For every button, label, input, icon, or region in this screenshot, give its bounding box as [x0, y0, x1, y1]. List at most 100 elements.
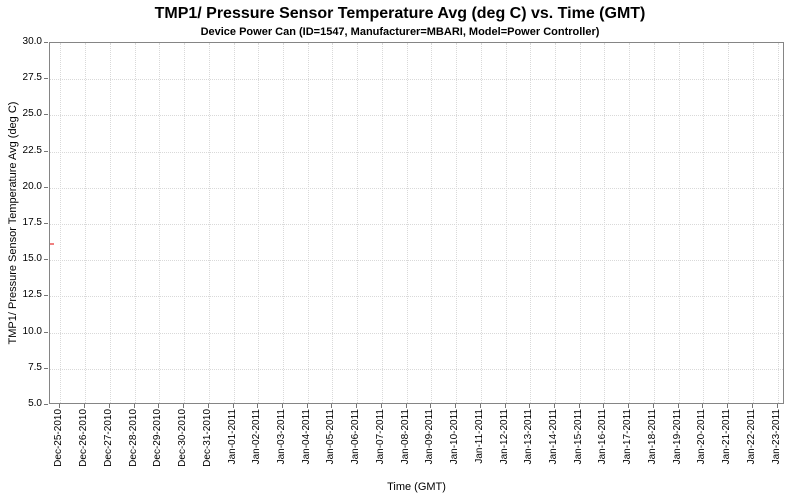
x-tick-mark — [752, 404, 753, 408]
x-tick-mark — [331, 404, 332, 408]
y-gridline — [50, 79, 783, 80]
chart-subtitle: Device Power Can (ID=1547, Manufacturer=… — [200, 26, 600, 38]
x-gridline — [159, 43, 160, 403]
plot-area — [49, 42, 784, 404]
x-tick-mark — [233, 404, 234, 408]
x-tick-mark — [505, 404, 506, 408]
x-tick-label: Jan-21-2011 — [721, 409, 732, 465]
x-tick-label: Jan-05-2011 — [325, 409, 336, 465]
x-gridline — [258, 43, 259, 403]
x-tick-label: Jan-12-2011 — [499, 409, 510, 465]
x-tick-mark — [183, 404, 184, 408]
y-tick-mark — [44, 223, 48, 224]
y-tick-mark — [44, 368, 48, 369]
x-tick-mark — [59, 404, 60, 408]
y-tick-mark — [44, 404, 48, 405]
y-tick-mark — [44, 332, 48, 333]
x-tick-label: Jan-08-2011 — [400, 409, 411, 465]
x-tick-label: Dec-30-2010 — [177, 409, 188, 467]
x-gridline — [283, 43, 284, 403]
x-gridline — [753, 43, 754, 403]
y-tick-label: 22.5 — [22, 145, 42, 156]
x-gridline — [135, 43, 136, 403]
x-tick-label: Dec-27-2010 — [103, 409, 114, 467]
x-gridline — [530, 43, 531, 403]
x-tick-label: Jan-04-2011 — [301, 409, 312, 465]
x-tick-label: Dec-25-2010 — [53, 409, 64, 467]
x-tick-mark — [702, 404, 703, 408]
x-tick-label: Jan-10-2011 — [449, 409, 460, 465]
x-gridline — [308, 43, 309, 403]
x-tick-mark — [406, 404, 407, 408]
x-gridline — [481, 43, 482, 403]
x-gridline — [629, 43, 630, 403]
x-gridline — [60, 43, 61, 403]
x-tick-mark — [158, 404, 159, 408]
y-gridline — [50, 152, 783, 153]
y-tick-mark — [44, 151, 48, 152]
x-tick-label: Jan-09-2011 — [424, 409, 435, 465]
x-tick-label: Jan-16-2011 — [597, 409, 608, 465]
y-tick-mark — [44, 78, 48, 79]
y-tick-mark — [44, 295, 48, 296]
x-tick-label: Jan-03-2011 — [276, 409, 287, 465]
x-tick-mark — [430, 404, 431, 408]
x-tick-label: Jan-17-2011 — [622, 409, 633, 465]
y-tick-label: 27.5 — [22, 72, 42, 83]
x-tick-mark — [455, 404, 456, 408]
x-tick-mark — [529, 404, 530, 408]
x-tick-label: Jan-18-2011 — [647, 409, 658, 465]
x-tick-label: Jan-02-2011 — [251, 409, 262, 465]
x-gridline — [456, 43, 457, 403]
x-tick-mark — [554, 404, 555, 408]
x-gridline — [654, 43, 655, 403]
x-tick-mark — [678, 404, 679, 408]
y-tick-label: 17.5 — [22, 217, 42, 228]
y-tick-label: 12.5 — [22, 289, 42, 300]
y-gridline — [50, 369, 783, 370]
x-tick-mark — [134, 404, 135, 408]
y-tick-mark — [44, 259, 48, 260]
x-tick-label: Dec-26-2010 — [78, 409, 89, 467]
x-tick-mark — [579, 404, 580, 408]
x-tick-mark — [381, 404, 382, 408]
x-tick-mark — [208, 404, 209, 408]
x-gridline — [555, 43, 556, 403]
x-gridline — [431, 43, 432, 403]
x-tick-label: Jan-15-2011 — [573, 409, 584, 465]
x-tick-mark — [628, 404, 629, 408]
series-line-segment — [50, 243, 54, 246]
x-tick-label: Jan-01-2011 — [227, 409, 238, 465]
x-gridline — [184, 43, 185, 403]
x-gridline — [703, 43, 704, 403]
y-tick-label: 25.0 — [22, 108, 42, 119]
x-gridline — [604, 43, 605, 403]
x-tick-mark — [307, 404, 308, 408]
x-gridline — [357, 43, 358, 403]
x-tick-label: Dec-31-2010 — [202, 409, 213, 467]
y-gridline — [50, 296, 783, 297]
x-axis-title: Time (GMT) — [387, 481, 446, 493]
x-gridline — [506, 43, 507, 403]
x-gridline — [728, 43, 729, 403]
x-tick-mark — [282, 404, 283, 408]
y-gridline — [50, 188, 783, 189]
x-gridline — [407, 43, 408, 403]
x-gridline — [679, 43, 680, 403]
x-tick-label: Dec-28-2010 — [128, 409, 139, 467]
x-tick-label: Jan-23-2011 — [771, 409, 782, 465]
x-gridline — [778, 43, 779, 403]
y-tick-label: 10.0 — [22, 326, 42, 337]
y-gridline — [50, 115, 783, 116]
x-tick-label: Jan-11-2011 — [474, 409, 485, 464]
x-tick-label: Jan-14-2011 — [548, 409, 559, 465]
x-tick-mark — [653, 404, 654, 408]
x-tick-mark — [603, 404, 604, 408]
x-tick-label: Jan-19-2011 — [672, 409, 683, 465]
x-tick-label: Jan-20-2011 — [696, 409, 707, 465]
x-tick-mark — [356, 404, 357, 408]
y-tick-label: 15.0 — [22, 253, 42, 264]
y-tick-label: 5.0 — [28, 398, 42, 409]
y-gridline — [50, 260, 783, 261]
